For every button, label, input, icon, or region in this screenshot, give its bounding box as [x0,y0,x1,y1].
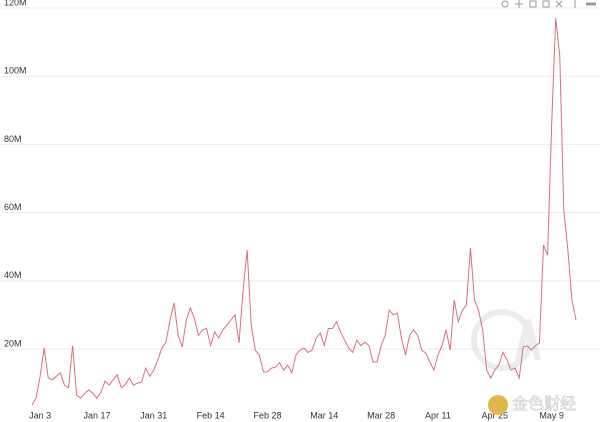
x-tick-label: Jan 3 [29,410,51,420]
y-tick-label: 60M [4,202,22,212]
toolbar [501,0,596,8]
x-tick-label: May 9 [539,410,564,420]
x-tick-label: Feb 28 [253,410,281,420]
zoom-icon[interactable] [501,0,509,8]
zoom-in-icon[interactable] [529,0,537,8]
reset-icon[interactable] [555,0,563,8]
x-tick-label: Apr 11 [425,410,451,420]
y-tick-label: 20M [4,338,22,348]
x-tick-label: Mar 28 [367,410,395,420]
y-tick-label: 120M [4,0,27,7]
pan-icon[interactable] [515,0,523,8]
y-tick-label: 40M [4,270,22,280]
logo-watermark [471,309,541,371]
x-tick-label: Apr 25 [482,410,509,420]
x-tick-label: Mar 14 [310,410,338,420]
y-tick-label: 100M [4,66,27,76]
x-tick-label: Jan 17 [83,410,110,420]
x-tick-label: Jan 31 [140,410,167,420]
x-tick-label: Feb 14 [197,410,225,420]
line [31,18,577,406]
watermark-text: 金色财经 [512,395,576,413]
y-tick-label: 80M [4,134,22,144]
zoom-out-icon[interactable] [542,0,550,8]
brand-watermark: 金色财经 [488,395,576,415]
